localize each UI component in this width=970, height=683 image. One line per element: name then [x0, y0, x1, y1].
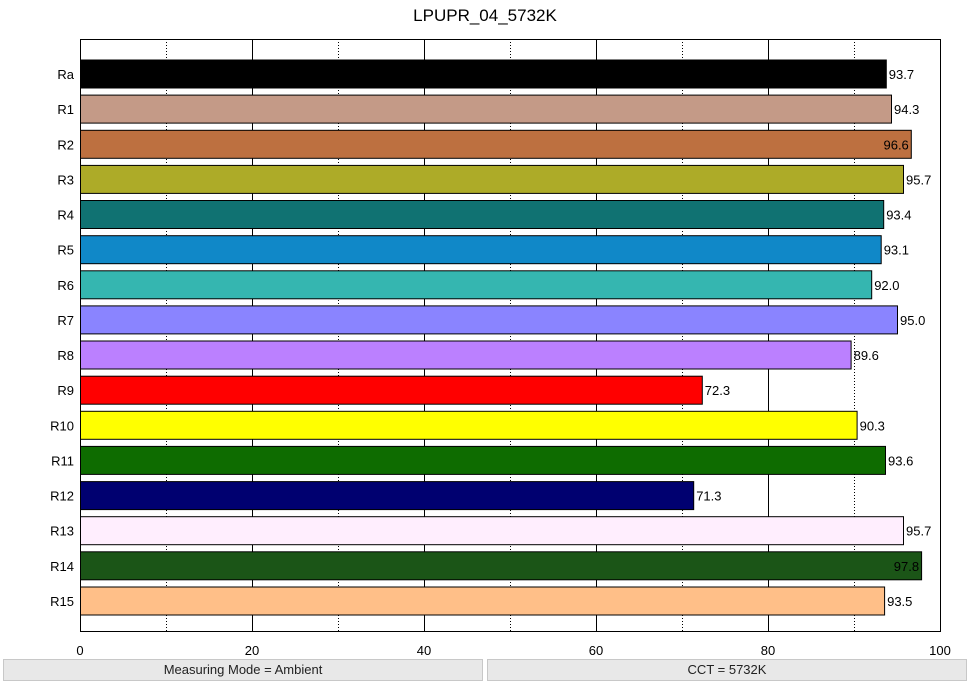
category-label: R8: [57, 348, 74, 363]
value-label: 95.0: [900, 313, 925, 328]
measuring-mode-status: Measuring Mode = Ambient: [3, 659, 483, 681]
x-tick-label: 0: [76, 643, 83, 658]
x-tick-label: 20: [245, 643, 259, 658]
axis-layer: 0 20 40 60 80 100: [76, 643, 950, 658]
category-label: R13: [50, 524, 74, 539]
category-label: R6: [57, 278, 74, 293]
bar-r9: [80, 375, 703, 405]
bar-layer: [80, 59, 923, 616]
value-label: 93.1: [884, 243, 909, 258]
category-label: R7: [57, 313, 74, 328]
bar-chart: Ra 93.7 R1 94.3 R2 96.6 R3 95.7 R4 93.4 R5 93.1 R6 92…: [50, 39, 951, 658]
category-label: R1: [57, 102, 74, 117]
value-label: 93.7: [889, 67, 914, 82]
bar-r6: [80, 270, 873, 300]
bar-ra: [80, 59, 887, 89]
bar-r1: [80, 94, 892, 124]
category-label: R15: [50, 594, 74, 609]
category-label: R11: [51, 453, 74, 468]
category-label: Ra: [57, 67, 74, 82]
category-label: R10: [50, 418, 74, 433]
bar-r15: [80, 586, 886, 616]
bar-r7: [80, 305, 898, 335]
bar-r13: [80, 516, 904, 546]
bar-r2: [80, 129, 912, 159]
cct-status: CCT = 5732K: [487, 659, 967, 681]
value-label: 96.6: [883, 137, 908, 152]
value-label: 71.3: [696, 489, 721, 504]
bar-r3: [80, 164, 904, 194]
value-label: 89.6: [854, 348, 879, 363]
bar-r4: [80, 200, 885, 229]
value-label: 93.4: [886, 208, 911, 223]
x-tick-label: 60: [589, 643, 603, 658]
value-label: 93.6: [888, 453, 913, 468]
bar-r5: [80, 235, 882, 265]
value-label: 90.3: [860, 418, 885, 433]
bar-r12: [80, 481, 695, 511]
value-label: 95.7: [906, 172, 931, 187]
x-tick-label: 40: [417, 643, 431, 658]
category-label: R4: [57, 208, 74, 223]
category-label: R14: [50, 559, 74, 574]
x-tick-label: 80: [761, 643, 775, 658]
category-label: R2: [57, 137, 74, 152]
bar-r11: [80, 445, 886, 475]
x-tick-label: 100: [929, 643, 951, 658]
category-label: R9: [57, 383, 74, 398]
bar-r10: [80, 410, 858, 440]
value-label: 92.0: [874, 278, 899, 293]
value-label: 72.3: [705, 383, 730, 398]
bar-r14: [80, 551, 923, 581]
value-label: 95.7: [906, 524, 931, 539]
label-layer: Ra 93.7 R1 94.3 R2 96.6 R3 95.7 R4 93.4 R5 93.1 R6 92…: [50, 67, 931, 609]
bar-r8: [80, 340, 852, 370]
value-label: 97.8: [894, 559, 919, 574]
category-label: R5: [57, 243, 74, 258]
category-label: R12: [50, 489, 74, 504]
value-label: 94.3: [894, 102, 919, 117]
value-label: 93.5: [887, 594, 912, 609]
chart-title: LPUPR_04_5732K: [413, 6, 557, 25]
category-label: R3: [57, 172, 74, 187]
